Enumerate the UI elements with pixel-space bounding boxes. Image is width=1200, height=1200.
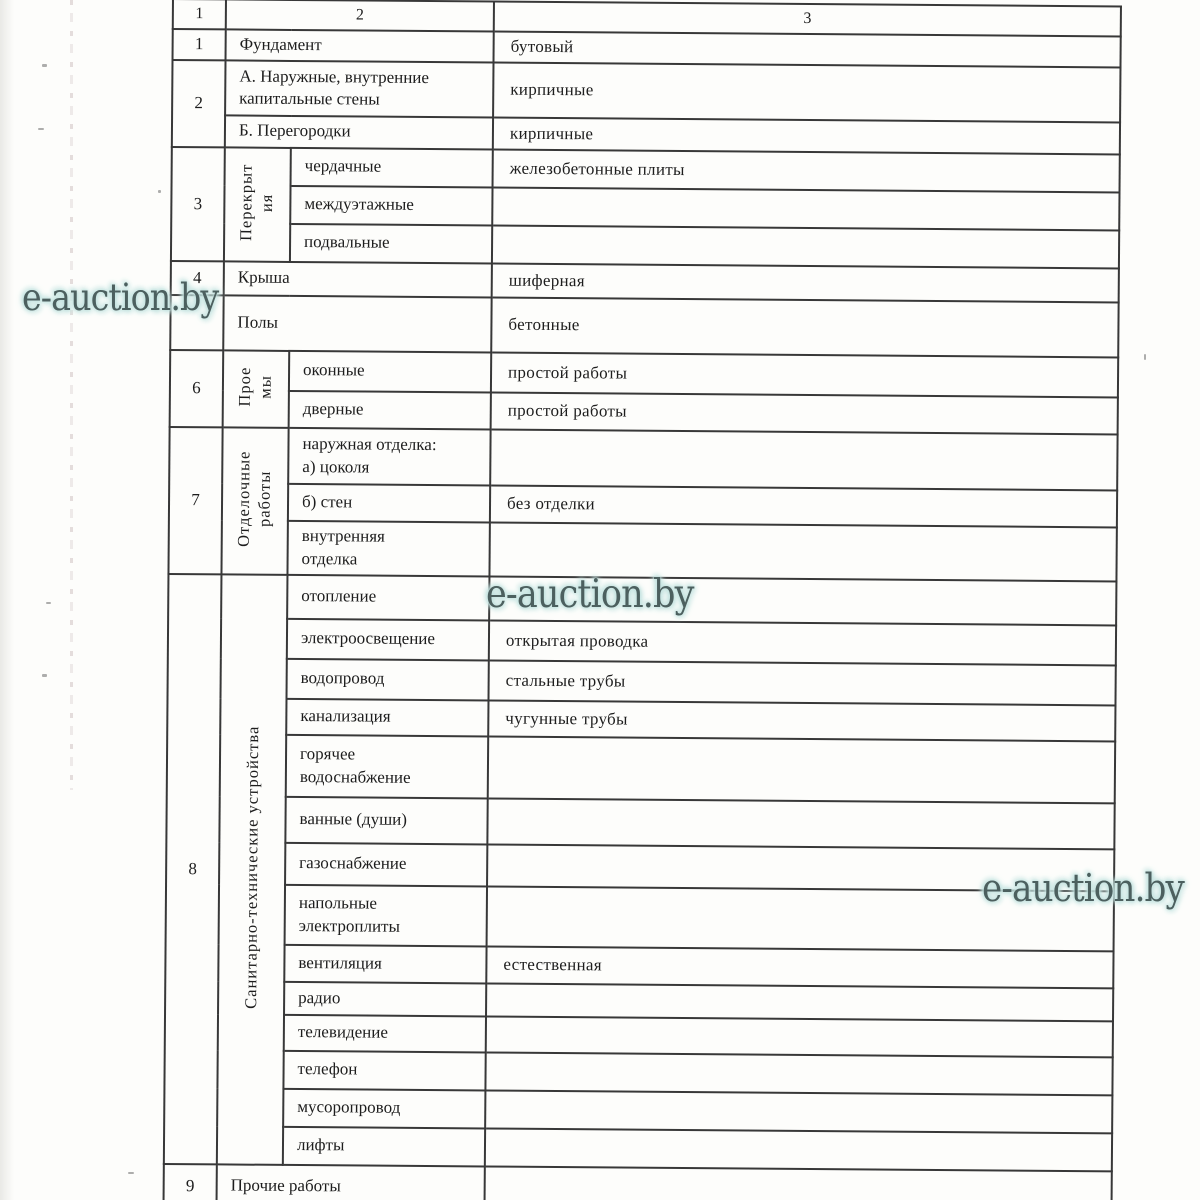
element-value-cell (485, 1016, 1113, 1058)
element-label-cell: дверные (288, 390, 491, 430)
element-value-cell (489, 576, 1117, 626)
element-value-cell: кирпичные (492, 117, 1121, 155)
table-row: 9 Прочие работы (163, 1163, 1112, 1200)
scan-speck (1144, 354, 1146, 360)
group-label-cell: Отделочные работы (221, 427, 289, 575)
element-label-cell: подвальные (289, 223, 493, 264)
element-label-cell: канализация (286, 698, 489, 737)
element-label-cell: электроосвещение (286, 618, 490, 661)
element-value-cell (489, 522, 1117, 582)
header-col-2: 2 (225, 0, 494, 32)
header-col-3: 3 (493, 1, 1121, 37)
element-label-cell: б) стен (287, 483, 491, 523)
element-value-cell (492, 187, 1120, 231)
element-label-cell: отопление (287, 574, 490, 621)
element-value-cell: стальные трубы (488, 660, 1116, 706)
element-value-cell: простой работы (490, 352, 1119, 398)
group-vertical-label: Санитарно-технические устройства (240, 725, 262, 1009)
element-label-cell: мусоропровод (283, 1088, 486, 1129)
element-value-cell (485, 1090, 1113, 1134)
element-label-cell: оконные (288, 350, 492, 393)
element-value-cell: шиферная (491, 263, 1119, 303)
element-value-cell: кирпичные (493, 62, 1121, 123)
element-label-cell: водопровод (286, 658, 489, 701)
group-vertical-label: Прое мы (235, 366, 276, 407)
element-label-cell: телевидение (283, 1014, 487, 1053)
element-label-cell: газоснабжение (285, 842, 488, 887)
table-row: Полы бетонные (170, 294, 1119, 358)
element-label-cell: горячее водоснабжение (285, 734, 489, 799)
element-value-cell (487, 736, 1116, 804)
scan-speck (46, 602, 51, 604)
element-value-cell: бутовый (493, 31, 1121, 68)
scan-speck (42, 674, 47, 677)
element-value-cell: без отделки (489, 485, 1118, 528)
group-label-cell: Перекрыт ия (223, 147, 291, 262)
element-label-cell: ванные (души) (285, 796, 488, 845)
table-container: 1 2 3 1 Фундамент бутовый 2 А. Наружные, вну… (162, 0, 1121, 1200)
table-row: ванные (души) (166, 796, 1115, 850)
table-row: 7 Отделочные работы наружная отделка: а) ц… (168, 426, 1118, 575)
element-label-cell: междуэтажные (290, 185, 493, 226)
row-number-cell: 1 (172, 29, 226, 61)
element-value-cell: простой работы (490, 392, 1118, 435)
row-number-cell: 9 (163, 1163, 217, 1200)
element-value-cell: бетонные (491, 297, 1119, 358)
element-value-cell (487, 844, 1115, 892)
element-value-cell (490, 429, 1118, 491)
row-number-cell (170, 294, 224, 351)
row-number-cell: 3 (170, 146, 225, 262)
element-value-cell (486, 886, 1115, 952)
element-label-cell: лифты (282, 1126, 486, 1167)
element-label-cell: телефон (283, 1050, 486, 1091)
scan-streak-artifact (70, 0, 73, 790)
table-row: 2 А. Наружные, внутренние капитальные сте… (171, 59, 1121, 148)
row-number-cell: 8 (163, 573, 222, 1165)
group-vertical-label: Отделочные работы (234, 450, 275, 547)
element-value-cell: железобетонные плиты (492, 149, 1120, 193)
table-body: 1 Фундамент бутовый 2 А. Наружные, внутренни… (163, 29, 1121, 1200)
scan-speck (38, 128, 44, 130)
table-row: газоснабжение (166, 842, 1115, 892)
element-label-cell: наружная отделка: а) цоколя (288, 427, 491, 486)
scan-speck (158, 190, 161, 193)
building-table: 1 2 3 1 Фундамент бутовый 2 А. Наружные, вну… (162, 0, 1121, 1200)
row-number-cell: 2 (171, 59, 226, 148)
table-row: горячее водоснабжение (167, 734, 1116, 804)
element-label-cell: Крыша (223, 261, 492, 298)
element-label-cell: Прочие работы (216, 1164, 485, 1200)
element-value-cell (484, 1166, 1112, 1200)
element-label-cell: напольные электроплиты (284, 884, 488, 947)
table-row: напольные электроплиты (166, 884, 1115, 952)
scan-speck (128, 1172, 134, 1174)
element-value-cell (486, 983, 1114, 1022)
element-value-cell (491, 225, 1120, 269)
element-label-cell: радио (284, 981, 487, 1017)
row-number-cell: 7 (168, 426, 223, 575)
element-value-cell: открытая проводка (488, 620, 1117, 666)
group-label-cell: Прое мы (222, 350, 290, 428)
element-label-cell: Полы (223, 295, 492, 353)
element-label-cell: вентиляция (284, 944, 487, 984)
element-value-cell (485, 1052, 1113, 1096)
element-label-cell: А. Наружные, внутренние капитальные стен… (225, 60, 494, 118)
element-value-cell (484, 1128, 1113, 1172)
scan-edge-shadow (0, 0, 14, 1200)
element-label-cell: Б. Перегородки (224, 115, 494, 150)
table-row: 8 Санитарно-технические устройства отоплен… (163, 573, 1117, 1165)
element-label-cell: чердачные (290, 147, 493, 188)
row-number-cell: 4 (170, 260, 224, 296)
group-label-cell: Санитарно-технические устройства (216, 574, 288, 1165)
header-col-1: 1 (172, 0, 226, 30)
element-label-cell: Фундамент (225, 29, 494, 63)
element-label-cell: внутренняя отделка (287, 520, 490, 577)
scan-speck (42, 64, 47, 67)
element-value-cell: чугунные трубы (488, 700, 1116, 742)
row-number-cell: 6 (169, 349, 224, 428)
element-value-cell (487, 798, 1115, 850)
element-value-cell: естественная (486, 946, 1114, 989)
table-row: внутренняя отделка (168, 520, 1117, 582)
group-vertical-label: Перекрыт ия (236, 163, 277, 241)
